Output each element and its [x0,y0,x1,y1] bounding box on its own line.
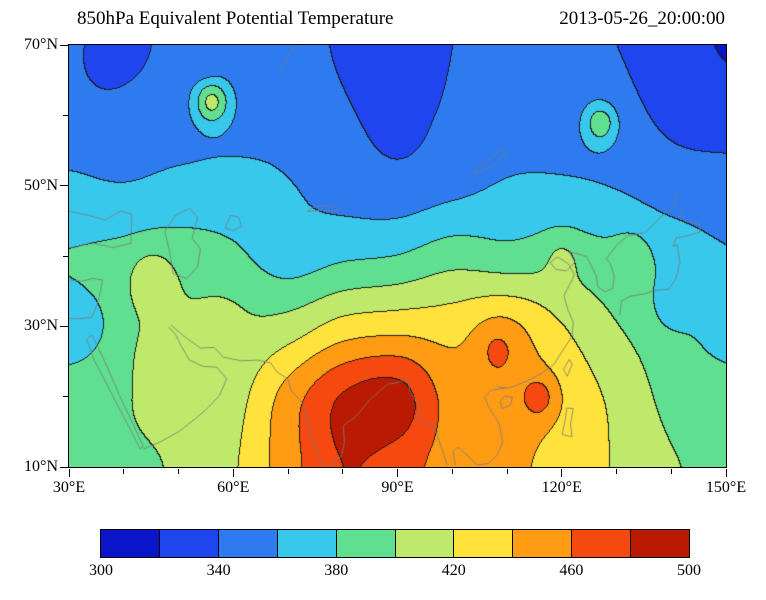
contour-map-canvas [69,45,726,467]
x-axis-major-tick [725,469,727,477]
x-axis-major-tick [232,469,234,477]
colorbar-segment [218,530,278,557]
map-plot-area [68,44,727,468]
colorbar-segment [159,530,219,557]
y-axis-tick-label: 70°N [24,36,58,53]
x-axis-minor-tick [451,469,453,474]
y-axis-minor-tick [63,114,68,116]
x-axis-tick-label: 120°E [541,479,582,496]
x-axis-tick-label: 150°E [705,479,747,496]
colorbar-tick-label: 500 [677,562,701,579]
x-axis-minor-tick [342,469,344,474]
x-axis-major-tick [561,469,563,477]
x-axis-minor-tick [616,469,617,474]
y-axis-major-tick [60,185,68,187]
colorbar-segment [454,530,514,557]
colorbar-tick-label: 380 [324,562,349,579]
colorbar-segment [277,530,337,557]
chart-title: 850hPa Equivalent Potential Temperature [77,8,394,29]
x-axis-minor-tick [178,469,179,474]
colorbar-segment [631,530,690,557]
colorbar-segment [395,530,455,557]
colorbar-tick-label: 300 [89,562,113,579]
y-axis-minor-tick [63,396,68,398]
colorbar-segment [572,530,632,557]
colorbar-tick-label: 420 [441,562,466,579]
y-axis-major-tick [60,325,68,327]
x-axis-minor-tick [123,469,125,474]
x-axis-minor-tick [506,469,508,474]
colorbar-tick-label: 460 [559,562,584,579]
colorbar-segment [101,530,160,557]
colorbar-tick-label: 340 [206,562,231,579]
x-axis-major-tick [68,469,70,477]
x-axis-tick-label: 60°E [217,479,250,496]
colorbar-segment [513,530,573,557]
y-axis-tick-label: 10°N [24,458,58,475]
y-axis-tick-label: 50°N [24,176,58,194]
y-axis-tick-label: 30°N [24,317,58,335]
colorbar [100,529,690,558]
y-axis-minor-tick [63,255,68,257]
chart-timestamp: 2013-05-26_20:00:00 [559,8,725,29]
x-axis-major-tick [397,469,398,477]
y-axis-major-tick [60,466,68,468]
y-axis-major-tick [60,44,68,46]
x-axis-minor-tick [670,469,672,474]
colorbar-segment [336,530,396,557]
x-axis-tick-label: 90°E [381,479,414,496]
x-axis-minor-tick [287,469,289,474]
x-axis-tick-label: 30°E [52,479,86,496]
